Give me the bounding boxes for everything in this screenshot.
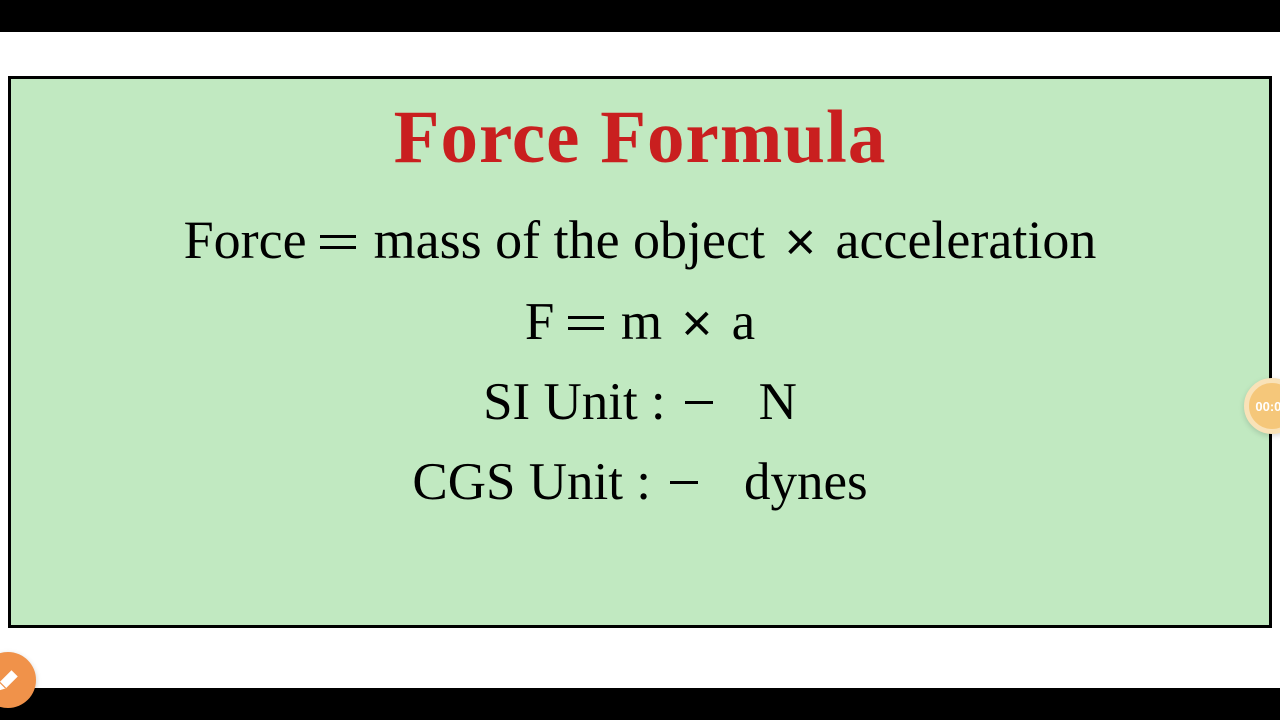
cgs-unit-label: CGS Unit :: [412, 453, 651, 511]
formula-sym-m: m: [621, 293, 662, 351]
si-unit-value: N: [732, 373, 797, 431]
multiply-icon: ×: [779, 211, 823, 273]
formula-sym-f: F: [525, 293, 554, 351]
dash-icon: [685, 401, 713, 404]
equals-icon: [568, 316, 608, 330]
cgs-unit-line: CGS Unit : dynes: [412, 452, 867, 512]
formula-sym-a: a: [732, 293, 756, 351]
formula-words: Force mass of the object × acceleration: [184, 209, 1097, 271]
slide-title: Force Formula: [394, 95, 887, 181]
si-unit-label: SI Unit :: [483, 373, 666, 431]
si-unit-line: SI Unit : N: [483, 372, 797, 432]
slide: Force Formula Force mass of the object ×…: [8, 76, 1272, 628]
formula-words-mass: mass of the object: [374, 210, 765, 270]
formula-words-accel: acceleration: [836, 210, 1097, 270]
dash-icon: [670, 481, 698, 484]
formula-symbols: F m × a: [525, 291, 755, 352]
multiply-icon: ×: [675, 293, 718, 354]
pencil-icon: [0, 666, 22, 694]
cgs-unit-value: dynes: [717, 453, 867, 511]
equals-icon: [320, 235, 360, 249]
formula-words-lhs: Force: [184, 210, 307, 270]
timestamp-text: 00:04: [1255, 399, 1280, 414]
